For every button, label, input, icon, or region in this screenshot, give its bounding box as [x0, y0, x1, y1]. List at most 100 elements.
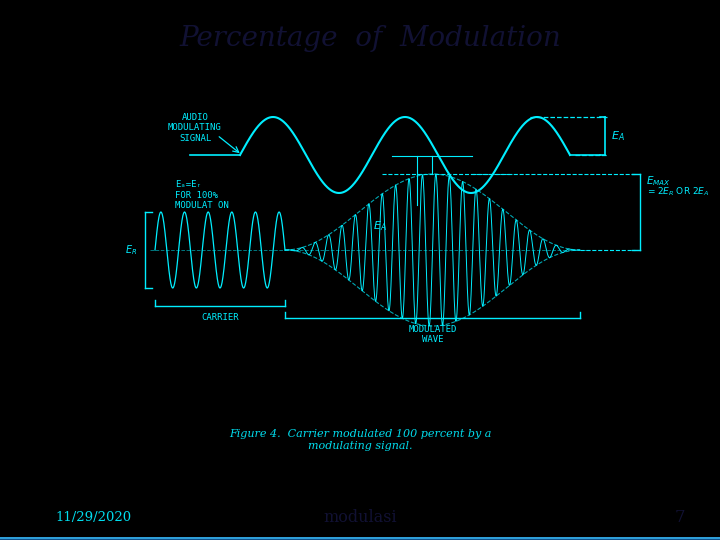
Bar	[0, 538, 720, 540]
Bar	[0, 538, 720, 539]
Bar	[0, 538, 720, 539]
Bar	[0, 538, 720, 539]
Bar	[0, 538, 720, 539]
Bar	[0, 537, 720, 539]
Bar	[0, 538, 720, 539]
Bar	[0, 538, 720, 539]
Bar	[0, 537, 720, 539]
Bar	[0, 538, 720, 539]
Bar	[0, 538, 720, 540]
Bar	[0, 538, 720, 539]
Bar	[0, 538, 720, 540]
Bar	[0, 538, 720, 539]
Bar	[0, 538, 720, 539]
Bar	[0, 538, 720, 540]
Bar	[0, 538, 720, 539]
Bar	[0, 538, 720, 539]
Bar	[0, 538, 720, 539]
Bar	[0, 537, 720, 539]
Bar	[0, 538, 720, 539]
Bar	[0, 537, 720, 539]
Bar	[0, 538, 720, 539]
Bar	[0, 538, 720, 539]
Bar	[0, 538, 720, 540]
Bar	[0, 538, 720, 540]
Bar	[0, 538, 720, 539]
Bar	[0, 538, 720, 539]
Bar	[0, 538, 720, 539]
Bar	[0, 538, 720, 540]
Bar	[0, 538, 720, 539]
Bar	[0, 537, 720, 539]
Bar	[0, 537, 720, 539]
Bar	[0, 537, 720, 539]
Bar	[0, 538, 720, 539]
Bar	[0, 538, 720, 539]
Bar	[0, 538, 720, 539]
Bar	[0, 538, 720, 540]
Bar	[0, 538, 720, 539]
Bar	[0, 538, 720, 539]
Bar	[0, 538, 720, 539]
Bar	[0, 538, 720, 539]
Text: 11/29/2020: 11/29/2020	[55, 511, 131, 524]
Bar	[0, 538, 720, 539]
Bar	[0, 538, 720, 539]
Bar	[0, 538, 720, 540]
Bar	[0, 538, 720, 539]
Bar	[0, 538, 720, 540]
Bar	[0, 538, 720, 539]
Bar	[0, 538, 720, 539]
Bar	[0, 537, 720, 539]
Bar	[0, 538, 720, 539]
Bar	[0, 537, 720, 539]
Bar	[0, 538, 720, 539]
Bar	[0, 538, 720, 540]
Bar	[0, 537, 720, 539]
Bar	[0, 538, 720, 539]
Bar	[0, 537, 720, 539]
Bar	[0, 538, 720, 540]
Bar	[0, 538, 720, 539]
Bar	[0, 537, 720, 539]
Bar	[0, 538, 720, 539]
Bar	[0, 538, 720, 539]
Bar	[0, 537, 720, 539]
Bar	[0, 538, 720, 539]
Bar	[0, 537, 720, 539]
Bar	[0, 538, 720, 539]
Bar	[0, 537, 720, 539]
Bar	[0, 537, 720, 539]
Bar	[0, 538, 720, 540]
Bar	[0, 538, 720, 539]
Bar	[0, 537, 720, 539]
Bar	[0, 538, 720, 540]
Bar	[0, 538, 720, 540]
Bar	[0, 538, 720, 539]
Bar	[0, 538, 720, 540]
Bar	[0, 537, 720, 539]
Bar	[0, 538, 720, 539]
Bar	[0, 538, 720, 539]
Bar	[0, 537, 720, 539]
Bar	[0, 538, 720, 539]
Bar	[0, 538, 720, 539]
Bar	[0, 538, 720, 539]
Bar	[0, 538, 720, 540]
Bar	[0, 538, 720, 539]
Bar	[0, 538, 720, 539]
Bar	[0, 537, 720, 539]
Bar	[0, 538, 720, 539]
Bar	[0, 538, 720, 539]
Bar	[0, 538, 720, 539]
Bar	[0, 538, 720, 539]
Bar	[0, 538, 720, 539]
Bar	[0, 538, 720, 539]
Bar	[0, 538, 720, 539]
Bar	[0, 538, 720, 539]
Bar	[0, 538, 720, 539]
Bar	[0, 538, 720, 539]
Bar	[0, 538, 720, 539]
Bar	[0, 538, 720, 539]
Bar	[0, 538, 720, 539]
